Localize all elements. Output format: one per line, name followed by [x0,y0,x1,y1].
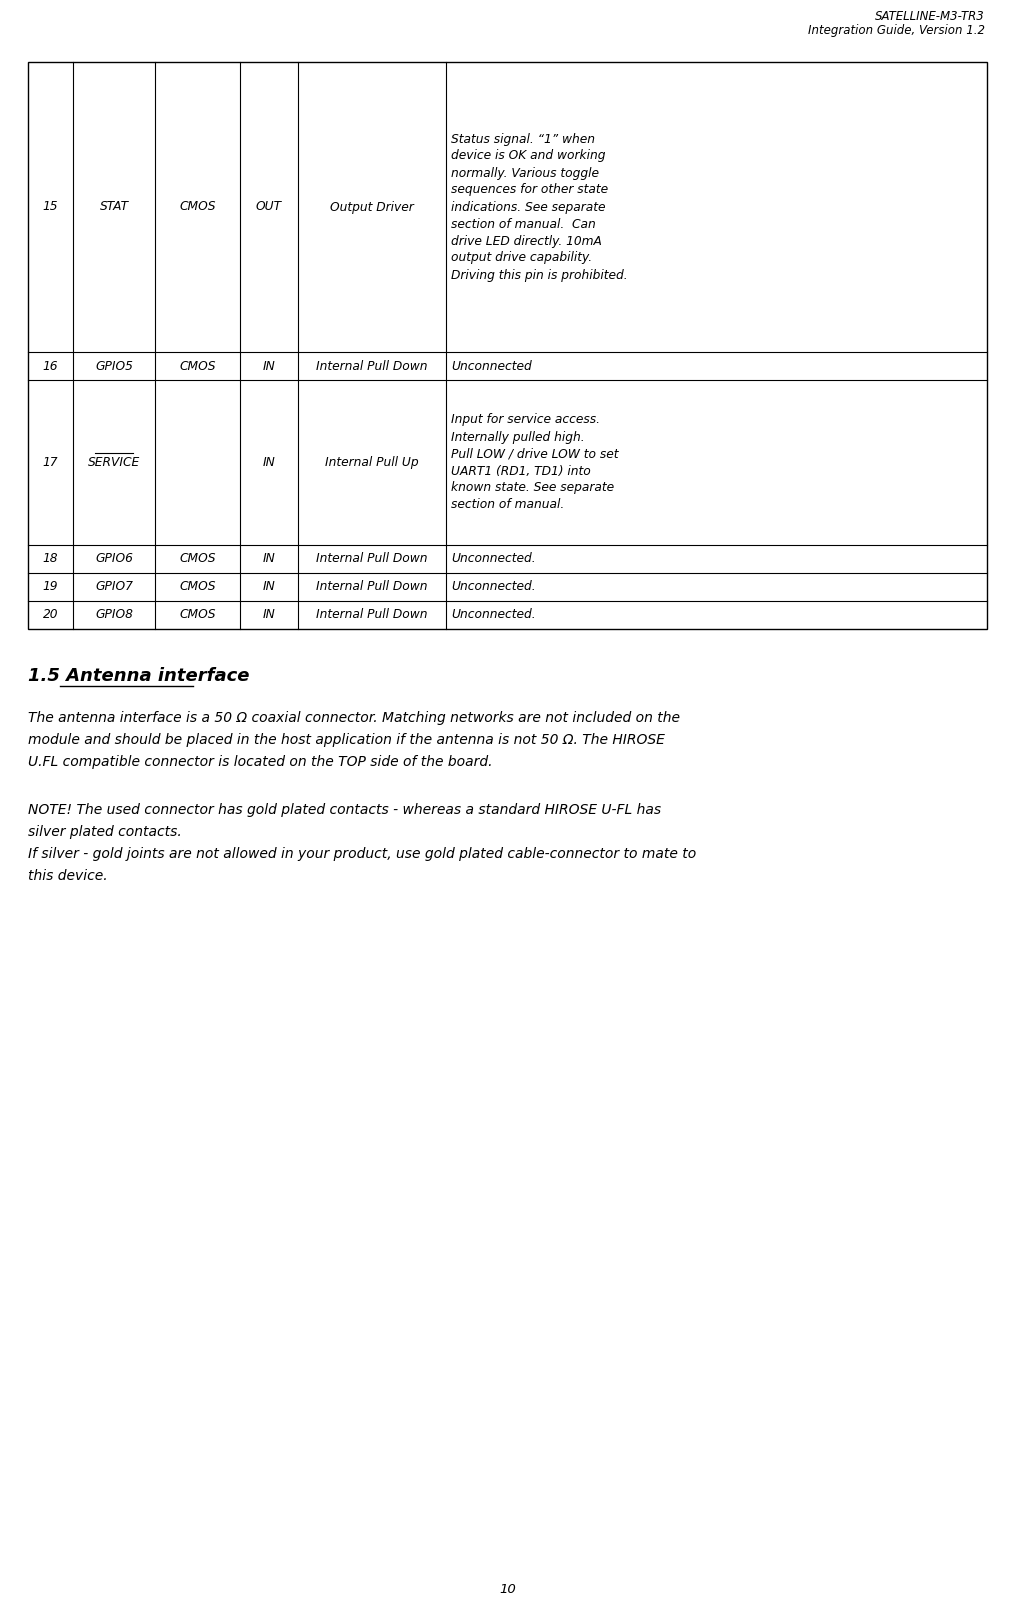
Text: 10: 10 [499,1584,516,1597]
Text: section of manual.  Can: section of manual. Can [451,217,596,230]
Text: The antenna interface is a 50 Ω coaxial connector. Matching networks are not inc: The antenna interface is a 50 Ω coaxial … [28,710,680,725]
Text: 17: 17 [43,456,58,469]
Bar [28,61,987,628]
Text: IN: IN [263,580,275,593]
Text: Internal Pull Down: Internal Pull Down [317,580,427,593]
Text: Input for service access.: Input for service access. [451,414,600,427]
Text: SATELLINE-M3-TR3: SATELLINE-M3-TR3 [875,10,985,23]
Text: CMOS: CMOS [180,553,216,565]
Text: GPIO6: GPIO6 [95,553,133,565]
Text: drive LED directly. 10mA: drive LED directly. 10mA [451,235,602,248]
Text: IN: IN [263,553,275,565]
Text: Internal Pull Down: Internal Pull Down [317,609,427,622]
Text: CMOS: CMOS [180,580,216,593]
Text: IN: IN [263,456,275,469]
Text: this device.: this device. [28,868,108,883]
Text: Driving this pin is prohibited.: Driving this pin is prohibited. [451,269,627,282]
Text: If silver - gold joints are not allowed in your product, use gold plated cable-c: If silver - gold joints are not allowed … [28,847,696,860]
Text: GPIO8: GPIO8 [95,609,133,622]
Text: GPIO5: GPIO5 [95,359,133,372]
Text: silver plated contacts.: silver plated contacts. [28,825,182,839]
Text: Internal Pull Down: Internal Pull Down [317,553,427,565]
Text: CMOS: CMOS [180,359,216,372]
Text: Unconnected.: Unconnected. [451,609,536,622]
Text: 20: 20 [43,609,58,622]
Text: 15: 15 [43,200,58,214]
Text: Output Driver: Output Driver [330,200,414,214]
Text: Unconnected: Unconnected [451,359,532,372]
Text: Integration Guide, Version 1.2: Integration Guide, Version 1.2 [808,24,985,37]
Text: Unconnected.: Unconnected. [451,580,536,593]
Text: Pull LOW / drive LOW to set: Pull LOW / drive LOW to set [451,448,618,461]
Text: output drive capability.: output drive capability. [451,251,592,264]
Text: IN: IN [263,359,275,372]
Text: Status signal. “1” when: Status signal. “1” when [451,132,595,145]
Text: device is OK and working: device is OK and working [451,150,606,163]
Text: OUT: OUT [256,200,282,214]
Text: normally. Various toggle: normally. Various toggle [451,166,599,179]
Text: sequences for other state: sequences for other state [451,184,608,197]
Text: indications. See separate: indications. See separate [451,200,606,214]
Text: NOTE! The used connector has gold plated contacts - whereas a standard HIROSE U-: NOTE! The used connector has gold plated… [28,802,661,817]
Text: IN: IN [263,609,275,622]
Text: CMOS: CMOS [180,609,216,622]
Text: STAT: STAT [99,200,129,214]
Text: 16: 16 [43,359,58,372]
Text: 1.5 Antenna interface: 1.5 Antenna interface [28,667,250,685]
Text: 19: 19 [43,580,58,593]
Text: Internally pulled high.: Internally pulled high. [451,430,585,443]
Text: UART1 (RD1, TD1) into: UART1 (RD1, TD1) into [451,464,591,477]
Text: Internal Pull Up: Internal Pull Up [325,456,419,469]
Text: U.FL compatible connector is located on the TOP side of the board.: U.FL compatible connector is located on … [28,756,492,768]
Text: Internal Pull Down: Internal Pull Down [317,359,427,372]
Text: known state. See separate: known state. See separate [451,482,614,495]
Text: CMOS: CMOS [180,200,216,214]
Text: GPIO7: GPIO7 [95,580,133,593]
Text: 18: 18 [43,553,58,565]
Text: SERVICE: SERVICE [88,456,140,469]
Text: Unconnected.: Unconnected. [451,553,536,565]
Text: section of manual.: section of manual. [451,498,564,512]
Text: module and should be placed in the host application if the antenna is not 50 Ω. : module and should be placed in the host … [28,733,665,748]
